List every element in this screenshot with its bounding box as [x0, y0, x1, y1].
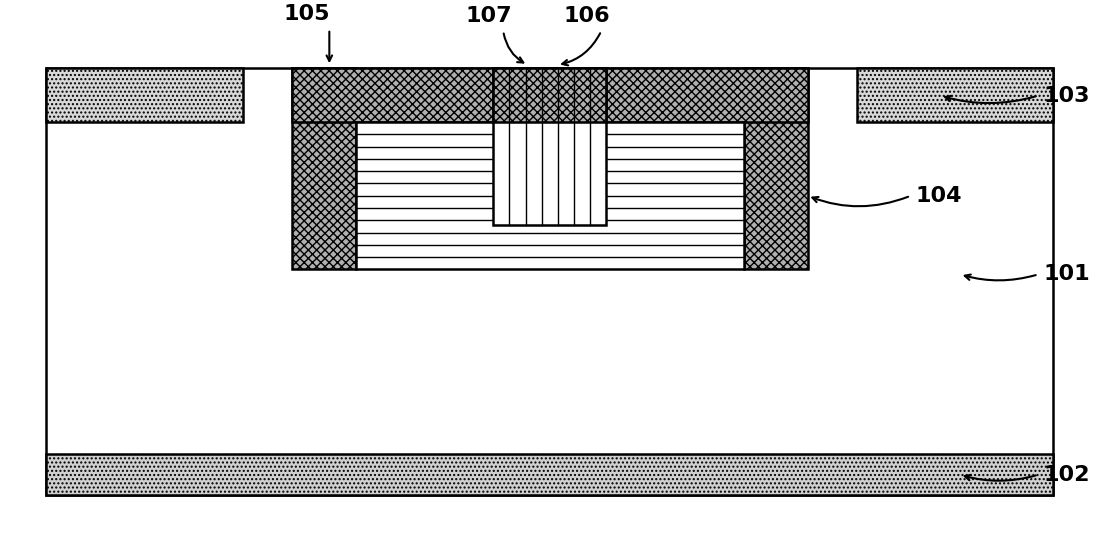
Bar: [292, 68, 808, 122]
Bar: [493, 68, 607, 225]
Bar: [493, 68, 607, 122]
Bar: [292, 68, 356, 270]
Text: 106: 106: [564, 6, 610, 26]
Text: 101: 101: [1043, 265, 1090, 284]
Bar: [744, 68, 808, 270]
Text: 107: 107: [465, 6, 512, 26]
Text: 103: 103: [1043, 86, 1090, 106]
Text: 104: 104: [916, 186, 962, 206]
Bar: [856, 68, 1053, 122]
Bar: [46, 68, 243, 122]
Bar: [46, 68, 1053, 496]
Bar: [356, 122, 744, 270]
Text: 102: 102: [1043, 465, 1090, 485]
Bar: [46, 454, 1053, 496]
Text: 105: 105: [284, 4, 330, 24]
